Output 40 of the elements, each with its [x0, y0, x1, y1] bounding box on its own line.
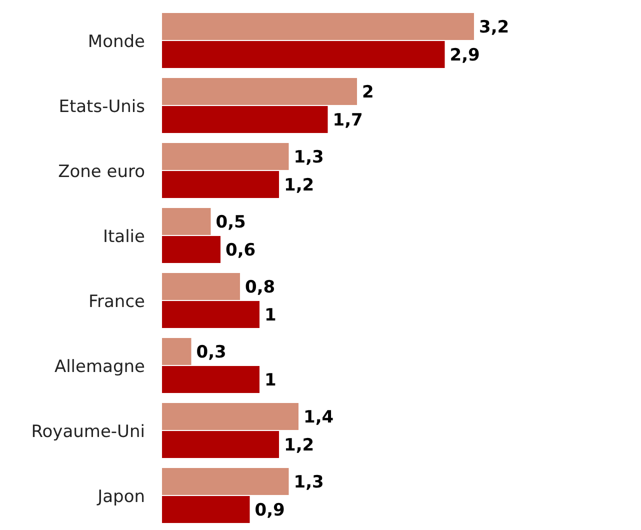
- data-label: 1,3: [294, 472, 324, 492]
- data-label: 2: [362, 82, 374, 102]
- y-tick-label: Italie: [102, 226, 145, 247]
- y-tick-label: Zone euro: [58, 162, 145, 182]
- data-label: 3,2: [479, 17, 510, 38]
- bar: [162, 236, 220, 263]
- bar: [162, 208, 211, 235]
- bar: [162, 171, 279, 198]
- data-label: 0,8: [245, 277, 276, 298]
- bar: [162, 13, 474, 40]
- bar: [162, 301, 260, 328]
- bar: [162, 143, 289, 170]
- data-label: 0,6: [226, 240, 256, 260]
- data-label: 0,9: [254, 500, 285, 520]
- bar: [162, 106, 328, 133]
- y-tick-label: Etats-Unis: [58, 96, 146, 117]
- bar: [162, 338, 192, 365]
- bar: [162, 78, 357, 105]
- bar: [162, 468, 289, 495]
- data-label: 2,9: [450, 45, 480, 66]
- y-tick-label: Royaume-Uni: [31, 422, 145, 442]
- data-label: 1,3: [294, 147, 324, 168]
- data-label: 1,4: [304, 407, 334, 428]
- data-label: 1: [264, 305, 276, 326]
- data-label: 1: [264, 370, 276, 390]
- y-tick-label: Japon: [96, 486, 145, 507]
- bar: [162, 366, 260, 393]
- data-label: 1,7: [332, 110, 363, 130]
- y-tick-label: Monde: [88, 32, 145, 52]
- data-label: 0,3: [196, 342, 226, 362]
- y-tick-label: Allemagne: [54, 356, 145, 377]
- bar: [162, 41, 445, 68]
- bar: [162, 496, 250, 523]
- bar: [162, 273, 240, 300]
- bar: [162, 431, 279, 458]
- data-label: 1,2: [284, 435, 314, 456]
- bar: [162, 403, 298, 430]
- y-tick-label: France: [88, 292, 145, 312]
- data-label: 0,5: [216, 212, 246, 232]
- data-label: 1,2: [284, 175, 314, 196]
